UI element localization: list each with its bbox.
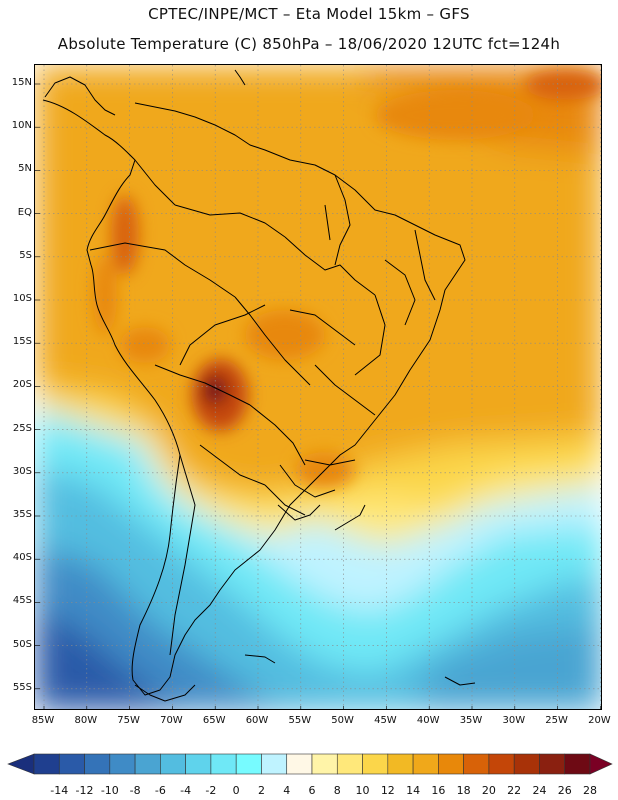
- lon-label: 45W: [374, 715, 397, 726]
- colorbar-cell: [336, 753, 363, 775]
- colorbar-cell: [488, 753, 515, 775]
- lon-label: 25W: [545, 715, 568, 726]
- colorbar-level-label: 16: [431, 784, 446, 797]
- lat-label: 25S: [12, 422, 32, 434]
- colorbar-level-label: -4: [180, 784, 192, 797]
- colorbar-cell: [362, 753, 389, 775]
- colorbar-underflow-arrow: [7, 753, 35, 775]
- colorbar-level-label: 2: [257, 784, 265, 797]
- colorbar-cell: [210, 753, 237, 775]
- colorbar-cell: [412, 753, 439, 775]
- colorbar-level-label: 6: [308, 784, 316, 797]
- lat-label: 10N: [11, 120, 32, 132]
- colorbar-level-label: 26: [557, 784, 572, 797]
- lat-label: 5S: [19, 249, 32, 261]
- colorbar-cell: [33, 753, 60, 775]
- lat-label: 10S: [12, 293, 32, 304]
- colorbar-cell: [513, 753, 540, 775]
- colorbar-cell: [387, 753, 414, 775]
- lon-label: 35W: [459, 715, 483, 726]
- lat-label: 15S: [12, 336, 32, 348]
- colorbar-level-label: 10: [355, 784, 370, 797]
- colorbar-level-label: 22: [507, 784, 522, 797]
- colorbar-level-label: -14: [50, 784, 69, 797]
- colorbar-cell: [160, 753, 186, 775]
- lat-label: EQ: [17, 206, 32, 218]
- temperature-shading: [35, 65, 601, 709]
- lon-label: 75W: [117, 715, 140, 726]
- colorbar-level-label: 18: [456, 784, 471, 797]
- colorbar-level-label: 4: [283, 784, 291, 797]
- lat-label: 35S: [12, 509, 32, 520]
- chart-subtitle: Absolute Temperature (C) 850hPa – 18/06/…: [57, 35, 561, 53]
- colorbar-level-label: 0: [232, 784, 240, 797]
- colorbar-cell: [463, 753, 490, 775]
- lat-label: 45S: [12, 595, 32, 607]
- lon-label: 20W: [588, 715, 611, 726]
- color-scale-bar: [7, 753, 613, 775]
- colorbar-cell: [109, 753, 136, 775]
- colorbar-cell: [134, 753, 161, 775]
- colorbar-cell: [539, 753, 566, 775]
- lat-label: 55S: [12, 681, 32, 693]
- temperature-field-map: [35, 65, 601, 709]
- lat-label: 30S: [12, 465, 32, 477]
- lat-label: 5N: [18, 163, 32, 175]
- colorbar-cell: [261, 753, 288, 775]
- lon-label: 60W: [245, 715, 269, 726]
- colorbar-cell: [286, 753, 313, 775]
- lon-label: 50W: [331, 715, 354, 726]
- colorbar-level-label: 8: [333, 784, 341, 797]
- colorbar-cell: [58, 753, 85, 775]
- lon-label: 30W: [502, 715, 526, 726]
- colorbar-level-label: 28: [583, 784, 597, 797]
- colorbar-level-label: -2: [205, 784, 217, 797]
- colorbar-level-label: -6: [154, 784, 166, 797]
- map-panel: [34, 64, 602, 710]
- lat-label: 20S: [12, 379, 32, 391]
- colorbar-level-label: -12: [75, 784, 94, 797]
- lat-label: 15N: [11, 77, 32, 88]
- lat-label: 40S: [12, 552, 32, 564]
- lon-label: 65W: [202, 715, 226, 726]
- lon-label: 40W: [416, 715, 440, 726]
- colorbar-level-label: 12: [380, 784, 395, 797]
- lon-label: 80W: [74, 715, 98, 726]
- colorbar-cell: [311, 753, 338, 775]
- lon-label: 70W: [160, 715, 183, 726]
- colorbar-level-label: 24: [532, 784, 547, 797]
- colorbar-level-label: 14: [406, 784, 421, 797]
- lon-label: 85W: [31, 715, 55, 726]
- colorbar-overflow-arrow: [589, 753, 613, 775]
- colorbar-cell: [564, 753, 591, 775]
- graticule-lines: [35, 65, 601, 709]
- colorbar-cell: [185, 753, 212, 775]
- coastline-and-borders: [42, 69, 476, 702]
- colorbar-level-label: -10: [100, 784, 119, 797]
- lon-label: 55W: [288, 715, 312, 726]
- colorbar-level-label: 20: [481, 784, 496, 797]
- colorbar-cell: [84, 753, 111, 775]
- chart-title: CPTEC/INPE/MCT – Eta Model 15km – GFS: [148, 5, 470, 23]
- colorbar-cell: [438, 753, 464, 775]
- colorbar-level-label: -8: [129, 784, 141, 797]
- colorbar-cell: [235, 753, 262, 775]
- lat-label: 50S: [12, 638, 32, 650]
